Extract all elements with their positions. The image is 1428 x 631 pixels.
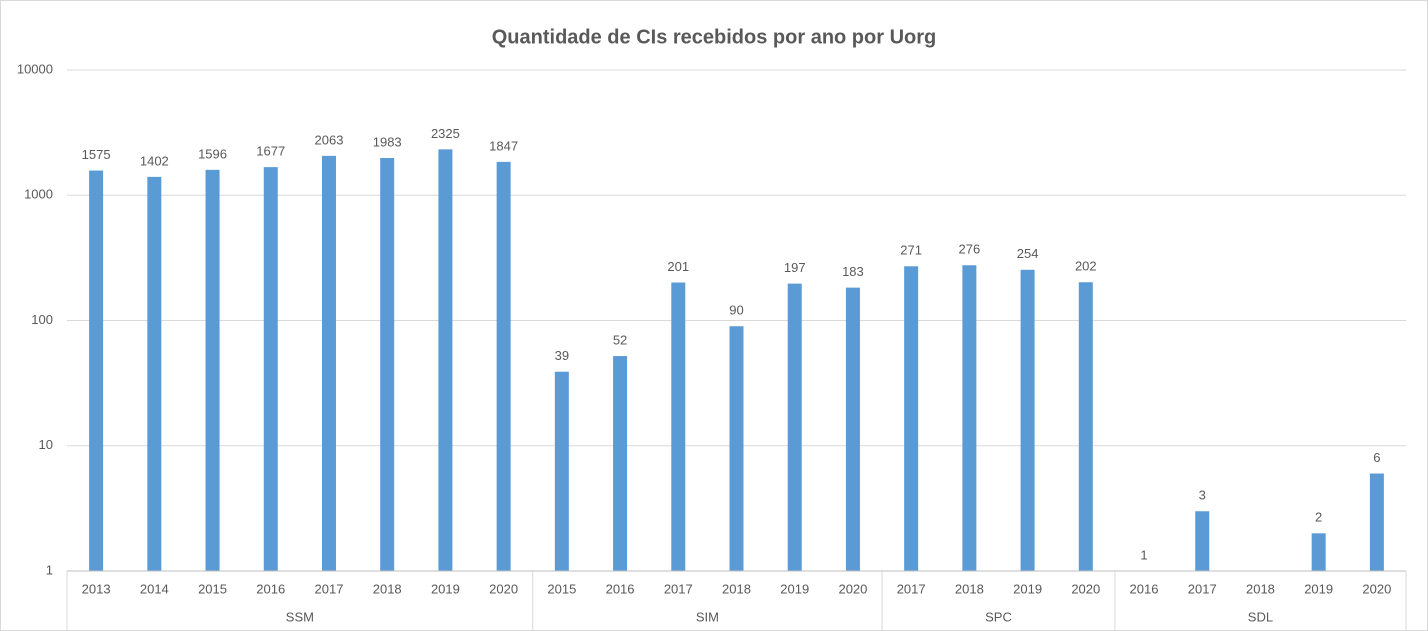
x-tick-label: 2018 — [722, 581, 751, 596]
bar — [89, 170, 104, 572]
bar — [729, 326, 744, 571]
bar — [1020, 269, 1035, 571]
x-tick-label: 2014 — [140, 581, 169, 596]
x-tick-label: 2017 — [897, 581, 926, 596]
group-label: SPC — [985, 609, 1012, 624]
group-label: SSM — [286, 609, 314, 624]
y-tick-label: 1000 — [24, 187, 53, 202]
bar — [1311, 533, 1326, 571]
bar — [1195, 511, 1210, 571]
bar — [787, 283, 802, 571]
data-label: 3 — [1199, 488, 1206, 503]
bar — [613, 356, 628, 571]
data-label: 1847 — [489, 138, 518, 153]
data-label: 197 — [784, 260, 806, 275]
bar — [554, 371, 569, 571]
data-label: 90 — [729, 303, 743, 318]
x-tick-label: 2016 — [256, 581, 285, 596]
bar — [380, 158, 395, 572]
bar — [205, 169, 220, 571]
bar — [671, 282, 686, 571]
chart-title: Quantidade de CIs recebidos por ano por … — [492, 26, 937, 48]
bar — [1078, 282, 1093, 571]
x-tick-label: 2017 — [1188, 581, 1217, 596]
x-tick-label: 2019 — [1304, 581, 1333, 596]
y-tick-label: 1 — [46, 562, 53, 577]
y-tick-label: 100 — [31, 312, 53, 327]
x-tick-label: 2018 — [1246, 581, 1275, 596]
x-tick-label: 2017 — [664, 581, 693, 596]
bar — [845, 287, 860, 571]
x-tick-label: 2020 — [838, 581, 867, 596]
y-tick-label: 10000 — [17, 61, 53, 76]
x-tick-label: 2017 — [315, 581, 344, 596]
x-tick-label: 2016 — [606, 581, 635, 596]
bar — [321, 155, 336, 571]
group-label: SIM — [696, 609, 719, 624]
data-label: 1402 — [140, 153, 169, 168]
data-label: 6 — [1373, 450, 1380, 465]
data-label: 276 — [959, 242, 981, 257]
bar — [496, 161, 511, 572]
x-tick-label: 2015 — [547, 581, 576, 596]
data-label: 201 — [667, 259, 689, 274]
data-label: 1 — [1140, 547, 1147, 562]
bar — [1369, 473, 1384, 571]
data-label: 183 — [842, 264, 864, 279]
data-label: 2 — [1315, 510, 1322, 525]
data-label: 52 — [613, 333, 627, 348]
x-tick-label: 2019 — [431, 581, 460, 596]
data-label: 202 — [1075, 259, 1097, 274]
x-tick-label: 2019 — [1013, 581, 1042, 596]
x-tick-label: 2015 — [198, 581, 227, 596]
data-label: 1677 — [256, 144, 285, 159]
x-tick-label: 2020 — [1071, 581, 1100, 596]
bar — [147, 176, 162, 571]
data-label: 39 — [555, 348, 569, 363]
bar — [962, 265, 977, 571]
data-label: 2063 — [315, 132, 344, 147]
data-label: 271 — [900, 243, 922, 258]
y-tick-label: 10 — [39, 437, 53, 452]
x-tick-label: 2020 — [489, 581, 518, 596]
x-tick-label: 2020 — [1362, 581, 1391, 596]
group-label: SDL — [1248, 609, 1273, 624]
bar — [438, 149, 453, 571]
data-label: 2325 — [431, 126, 460, 141]
bar — [263, 167, 278, 571]
data-label: 254 — [1017, 246, 1039, 261]
bar — [904, 266, 919, 571]
x-tick-label: 2018 — [955, 581, 984, 596]
x-tick-label: 2018 — [373, 581, 402, 596]
x-tick-label: 2013 — [82, 581, 111, 596]
data-label: 1596 — [198, 146, 227, 161]
x-tick-label: 2019 — [780, 581, 809, 596]
data-label: 1983 — [373, 134, 402, 149]
x-tick-label: 2016 — [1130, 581, 1159, 596]
data-label: 1575 — [82, 147, 111, 162]
